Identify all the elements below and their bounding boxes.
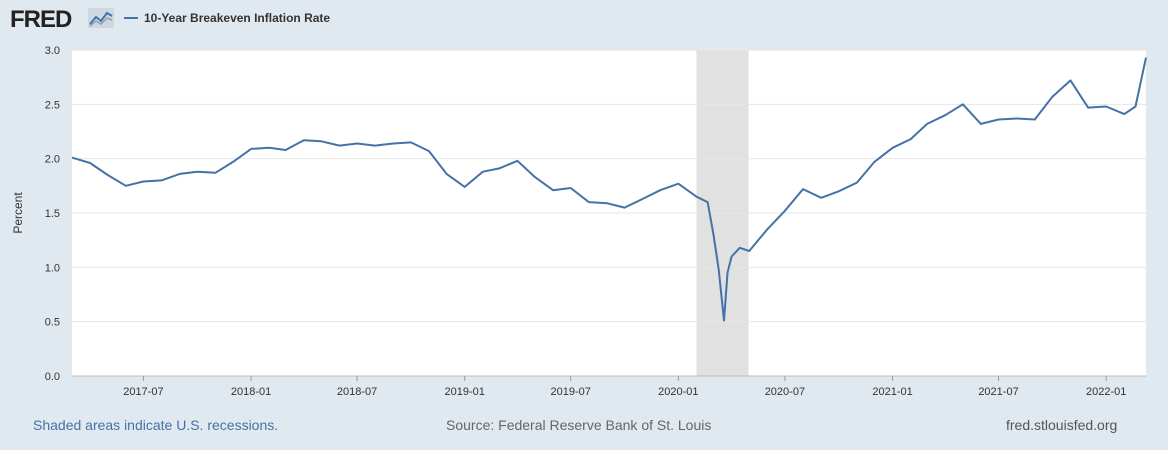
recession-note[interactable]: Shaded areas indicate U.S. recessions. [33,417,279,433]
y-axis: 0.0 0.5 1.0 1.5 2.0 2.5 3.0 [45,45,60,383]
x-tick-label: 2019-07 [550,386,590,398]
x-tick-label: 2020-01 [658,386,698,398]
x-tick-label: 2020-07 [765,386,805,398]
x-axis: 2017-07 2018-01 2018-07 2019-01 2019-07 2020-… [123,376,1126,398]
y-tick-label: 2.5 [45,99,60,111]
y-axis-label: Percent [11,192,25,234]
y-tick-label: 0.5 [45,317,60,329]
y-tick-label: 2.0 [45,154,60,166]
fred-logo[interactable]: FRED [10,6,72,33]
line-graph-icon [88,8,114,28]
series-line [71,57,1147,322]
y-tick-label: 0.0 [45,371,60,383]
x-tick-label: 2018-01 [231,386,271,398]
x-tick-label: 2019-01 [445,386,485,398]
y-tick-label: 1.5 [45,208,60,220]
source-note: Source: Federal Reserve Bank of St. Loui… [446,417,712,433]
x-tick-label: 2017-07 [123,386,163,398]
series-layer [71,57,1147,322]
x-tick-label: 2022-01 [1086,386,1126,398]
legend-label: 10-Year Breakeven Inflation Rate [144,11,331,25]
x-tick-label: 2021-07 [978,386,1018,398]
x-tick-label: 2021-01 [872,386,912,398]
y-tick-label: 1.0 [45,262,60,274]
fred-url-link[interactable]: fred.stlouisfed.org [1006,417,1118,433]
legend: 10-Year Breakeven Inflation Rate [124,11,330,25]
legend-swatch [124,17,138,19]
chart-header: FRED 10-Year Breakeven Inflation Rate [0,0,1168,40]
y-tick-label: 3.0 [45,45,60,57]
x-tick-label: 2018-07 [337,386,377,398]
